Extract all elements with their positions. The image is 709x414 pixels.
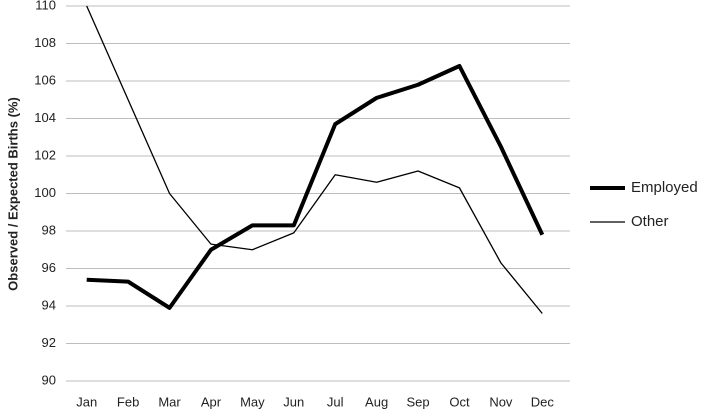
- y-tick-label: 100: [34, 185, 56, 200]
- x-tick-label: Apr: [201, 394, 222, 409]
- x-tick-label: Jul: [327, 394, 344, 409]
- y-tick-label: 94: [42, 297, 56, 312]
- y-tick-label: 98: [42, 222, 56, 237]
- y-tick-label: 102: [34, 147, 56, 162]
- x-tick-label: Dec: [531, 394, 555, 409]
- x-tick-label: Feb: [117, 394, 139, 409]
- y-tick-label: 96: [42, 260, 56, 275]
- legend-label: Employed: [631, 179, 698, 196]
- y-tick-label: 108: [34, 35, 56, 50]
- x-tick-label: Jun: [283, 394, 304, 409]
- x-tick-label: Aug: [365, 394, 388, 409]
- series-line: [86, 5, 543, 314]
- legend-label: Other: [631, 213, 669, 230]
- x-tick-label: May: [240, 394, 265, 409]
- y-tick-label: 92: [42, 335, 56, 350]
- series-line: [86, 64, 545, 310]
- y-tick-label: 106: [34, 72, 56, 87]
- y-tick-label: 104: [34, 110, 56, 125]
- x-tick-label: Jan: [76, 394, 97, 409]
- x-tick-label: Nov: [489, 394, 513, 409]
- x-tick-label: Mar: [158, 394, 181, 409]
- x-tick-label: Sep: [406, 394, 429, 409]
- x-tick-label: Oct: [449, 394, 470, 409]
- y-tick-label: 90: [42, 372, 56, 387]
- y-axis-title: Observed / Expected Births (%): [5, 97, 20, 291]
- y-tick-label: 110: [35, 0, 56, 12]
